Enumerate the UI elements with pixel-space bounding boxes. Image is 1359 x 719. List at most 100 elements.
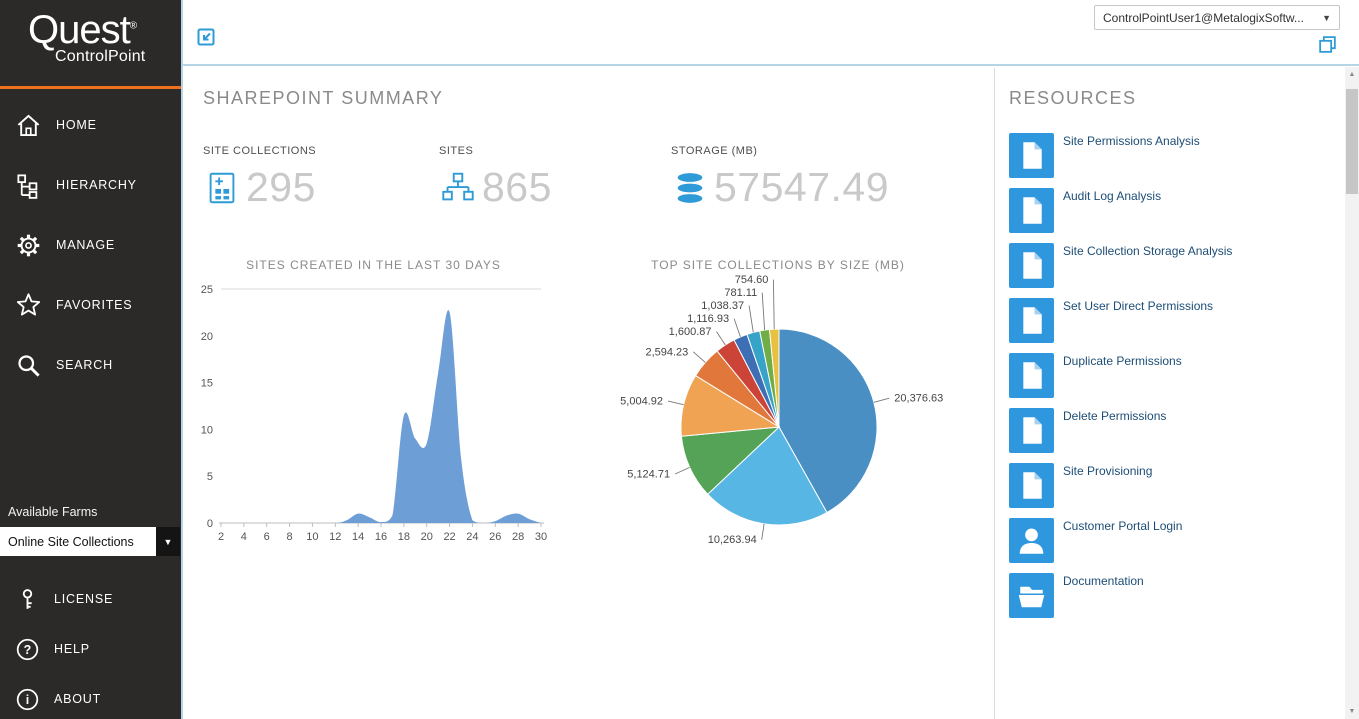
- sidebar-item-manage[interactable]: MANAGE: [0, 215, 181, 275]
- sidebar-item-label: SEARCH: [56, 358, 113, 372]
- x-tick-label: 16: [375, 531, 387, 543]
- sidebar-menu: HOME HIERARCHY MANAGE FAVORITES: [0, 95, 181, 395]
- sidebar-item-search[interactable]: SEARCH: [0, 335, 181, 395]
- restore-window-icon[interactable]: [1317, 34, 1338, 55]
- resource-link[interactable]: Audit Log Analysis: [1063, 189, 1162, 203]
- document-icon[interactable]: [1009, 133, 1054, 178]
- scroll-down-icon[interactable]: ▼: [1348, 708, 1356, 715]
- user-account-dropdown[interactable]: ControlPointUser1@MetalogixSoftw... ▼: [1094, 5, 1340, 30]
- stat-label: SITES: [439, 145, 474, 157]
- sidebar-item-about[interactable]: i ABOUT: [0, 674, 181, 719]
- sidebar-item-license[interactable]: LICENSE: [0, 574, 181, 624]
- hierarchy-icon: [15, 172, 42, 199]
- document-icon[interactable]: [1009, 243, 1054, 288]
- document-icon[interactable]: [1009, 353, 1054, 398]
- stat-value: 57547.49: [714, 164, 890, 210]
- pie-label: 754.60: [735, 275, 769, 286]
- vertical-scrollbar[interactable]: ▲ ▼: [1345, 67, 1359, 719]
- resource-link[interactable]: Site Permissions Analysis: [1063, 134, 1200, 148]
- stat-value: 295: [246, 164, 316, 210]
- help-icon: ?: [15, 637, 40, 662]
- resource-link[interactable]: Set User Direct Permissions: [1063, 299, 1214, 313]
- y-tick-label: 20: [201, 331, 213, 343]
- chart-title: TOP SITE COLLECTIONS BY SIZE (MB): [651, 258, 905, 272]
- resource-link[interactable]: Site Provisioning: [1063, 464, 1153, 478]
- document-icon[interactable]: [1009, 463, 1054, 508]
- resource-item-audit-log-analysis: Audit Log Analysis: [1009, 188, 1345, 233]
- sidebar-item-label: LICENSE: [54, 592, 114, 606]
- main-content: SHAREPOINT SUMMARY SITE COLLECTIONS 295 …: [183, 68, 993, 719]
- sidebar-item-label: HELP: [54, 642, 90, 656]
- stat-value: 865: [482, 164, 552, 210]
- pie-label-line: [716, 331, 726, 346]
- x-tick-label: 2: [218, 531, 224, 543]
- resource-item-set-user-direct-permissions: Set User Direct Permissions: [1009, 298, 1345, 343]
- resource-link[interactable]: Delete Permissions: [1063, 409, 1167, 423]
- pie-slice: [768, 328, 780, 428]
- sites-icon: [439, 169, 477, 207]
- license-icon: [15, 587, 40, 612]
- document-icon[interactable]: [1009, 188, 1054, 233]
- farms-dropdown[interactable]: Online Site Collections ▼: [0, 527, 180, 556]
- pie-label: 5,004.92: [620, 396, 663, 408]
- x-tick-label: 12: [329, 531, 341, 543]
- pie-label: 1,038.37: [701, 300, 744, 312]
- x-tick-label: 28: [512, 531, 524, 543]
- page-title: SHAREPOINT SUMMARY: [203, 88, 444, 108]
- resource-link[interactable]: Duplicate Permissions: [1063, 354, 1182, 368]
- resource-link[interactable]: Site Collection Storage Analysis: [1063, 244, 1233, 258]
- pie-label-line: [761, 292, 766, 331]
- sidebar-item-label: FAVORITES: [56, 298, 133, 312]
- search-icon: [15, 352, 42, 379]
- x-tick-label: 8: [287, 531, 293, 543]
- document-icon[interactable]: [1009, 298, 1054, 343]
- sidebar-item-favorites[interactable]: FAVORITES: [0, 275, 181, 335]
- pie-label-line: [693, 351, 706, 363]
- pie-label-line: [748, 305, 754, 333]
- resource-item-delete-permissions: Delete Permissions: [1009, 408, 1345, 453]
- charts-row: SITES CREATED IN THE LAST 30 DAYS 0 5 10 15…: [183, 258, 993, 575]
- x-tick-label: 6: [264, 531, 270, 543]
- document-icon[interactable]: [1009, 408, 1054, 453]
- sidebar-item-label: ABOUT: [54, 692, 102, 706]
- farms-dropdown-value: Online Site Collections: [8, 534, 134, 549]
- x-tick-label: 20: [421, 531, 433, 543]
- pie-label-line: [761, 523, 765, 540]
- pie-label: 10,263.94: [708, 534, 757, 546]
- sidebar-item-hierarchy[interactable]: HIERARCHY: [0, 155, 181, 215]
- registered-mark: ®: [129, 20, 137, 32]
- svg-text:i: i: [26, 693, 29, 707]
- topbar: ControlPointUser1@MetalogixSoftw... ▼: [183, 0, 1359, 66]
- stats-row: SITE COLLECTIONS 295 SITES 865 STORA: [203, 145, 993, 208]
- resource-link[interactable]: Documentation: [1063, 574, 1144, 588]
- sites-created-chart: SITES CREATED IN THE LAST 30 DAYS 0 5 10 15…: [191, 258, 556, 575]
- manage-icon: [15, 232, 42, 259]
- folder-icon[interactable]: [1009, 573, 1054, 618]
- person-icon[interactable]: [1009, 518, 1054, 563]
- resource-item-duplicate-permissions: Duplicate Permissions: [1009, 353, 1345, 398]
- sidebar-item-label: HOME: [56, 118, 97, 132]
- sidebar-item-home[interactable]: HOME: [0, 95, 181, 155]
- scrollbar-thumb[interactable]: [1346, 89, 1358, 194]
- pie-label: 1,116.93: [687, 313, 729, 325]
- y-tick-label: 5: [207, 471, 213, 483]
- resource-item-site-collection-storage-analysis: Site Collection Storage Analysis: [1009, 243, 1345, 288]
- pie-label: 20,376.63: [894, 393, 943, 405]
- pie-label-line: [667, 400, 684, 406]
- resource-item-customer-portal-login: Customer Portal Login: [1009, 518, 1345, 563]
- popout-icon[interactable]: [194, 25, 218, 49]
- resources-title: RESOURCES: [1009, 88, 1137, 108]
- brand-name: Quest: [28, 8, 131, 52]
- resources-panel: RESOURCES Site Permissions Analysis Audi…: [994, 68, 1345, 719]
- sidebar-bottom-menu: LICENSE ? HELP i ABOUT: [0, 574, 181, 719]
- sidebar-item-help[interactable]: ? HELP: [0, 624, 181, 674]
- top-site-collections-pie: TOP SITE COLLECTIONS BY SIZE (MB) 20,376…: [563, 258, 993, 575]
- y-tick-label: 10: [201, 424, 213, 436]
- x-tick-label: 10: [306, 531, 318, 543]
- x-tick-label: 14: [352, 531, 364, 543]
- resource-link[interactable]: Customer Portal Login: [1063, 519, 1183, 533]
- area-series: [221, 310, 541, 523]
- scroll-up-icon[interactable]: ▲: [1348, 71, 1356, 78]
